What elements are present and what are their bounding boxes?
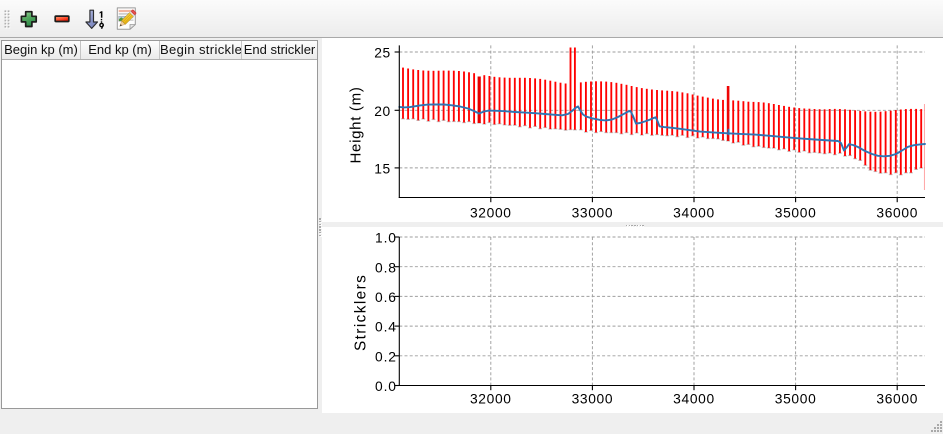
svg-text:34000: 34000 [673,392,715,407]
svg-text:34000: 34000 [673,206,715,221]
svg-text:Height (m): Height (m) [348,86,365,163]
svg-text:20: 20 [374,104,391,119]
svg-text:0.4: 0.4 [375,320,397,335]
svg-text:35000: 35000 [775,206,817,221]
svg-text:32000: 32000 [470,392,512,407]
svg-text:0.2: 0.2 [375,349,397,364]
svg-text:15: 15 [374,162,391,177]
svg-text:0.6: 0.6 [375,290,397,305]
svg-text:0.0: 0.0 [375,379,397,394]
svg-text:36000: 36000 [876,206,918,221]
svg-text:33000: 33000 [572,206,614,221]
svg-text:25: 25 [374,46,391,61]
svg-text:36000: 36000 [876,392,918,407]
svg-text:Stricklers: Stricklers [352,274,369,351]
svg-text:33000: 33000 [572,392,614,407]
svg-text:1.0: 1.0 [375,231,397,246]
svg-text:0.8: 0.8 [375,260,397,275]
svg-text:32000: 32000 [470,206,512,221]
svg-text:35000: 35000 [775,392,817,407]
